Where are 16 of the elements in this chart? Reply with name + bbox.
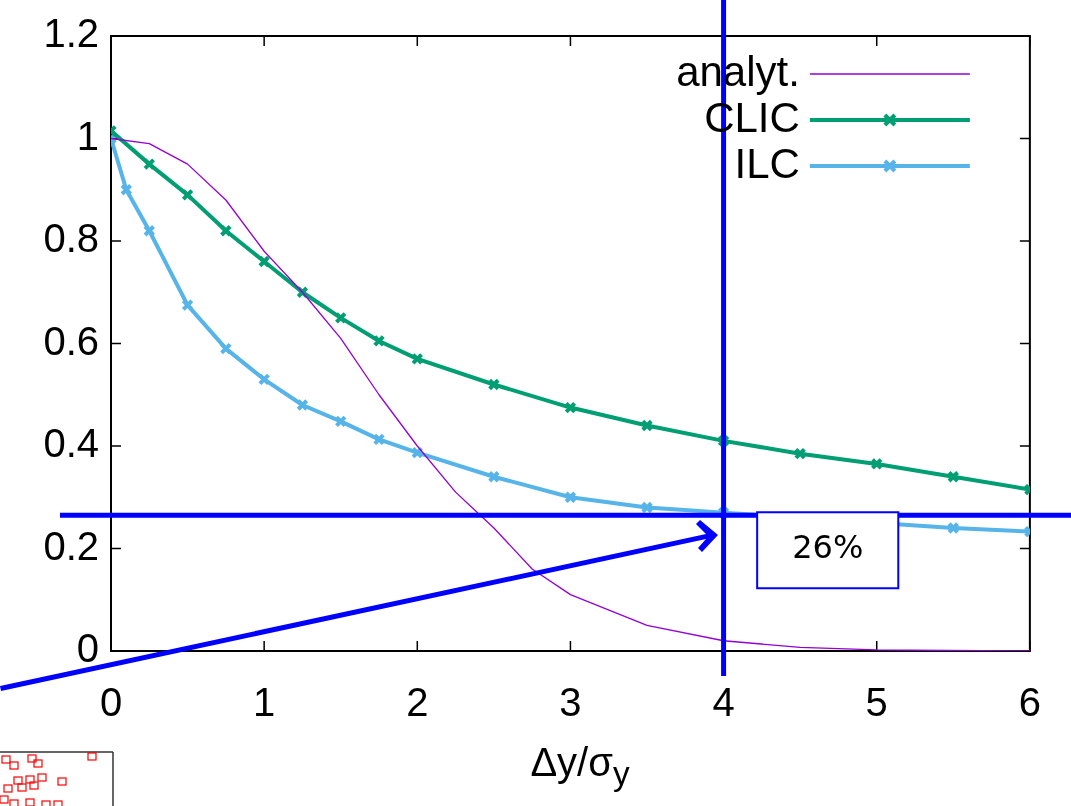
- y-tick-label: 1.2: [43, 11, 99, 56]
- annotation: 26%: [792, 528, 864, 567]
- y-tick-label: 0.2: [43, 523, 99, 568]
- y-tick-label: 0: [76, 626, 99, 671]
- x-axis-title: Δy/σ$_{y}$: [529, 740, 631, 793]
- y-tick-label: 0.8: [43, 216, 99, 261]
- y-tick-label: 0.6: [43, 318, 99, 363]
- x-tick-label: 6: [1018, 680, 1041, 725]
- x-tick-label: 2: [406, 680, 429, 725]
- x-tick-label: 3: [559, 680, 582, 725]
- x-tick-label: 1: [253, 680, 276, 725]
- y-tick-label: 1: [76, 113, 99, 158]
- y-tick-label: 0.4: [43, 421, 99, 466]
- legend-label: ILC: [734, 139, 800, 187]
- x-tick-label: 4: [712, 680, 735, 725]
- x-tick-label: 5: [865, 680, 888, 725]
